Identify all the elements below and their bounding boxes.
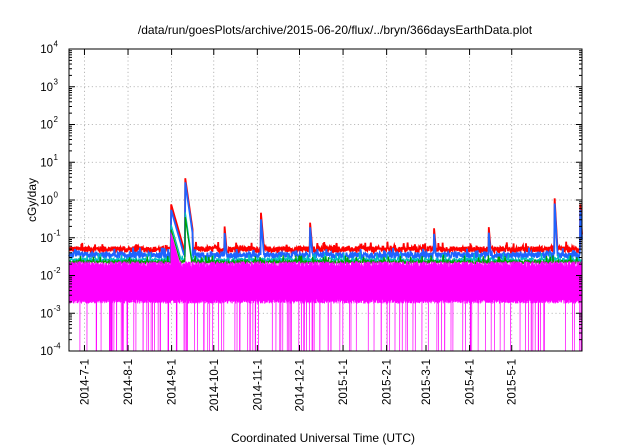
y-tick-label: 10 bbox=[40, 195, 53, 207]
x-tick-label: 2015-1-1 bbox=[338, 359, 350, 405]
y-tick-label: 10 bbox=[40, 308, 53, 320]
y-tick-exponent: 0 bbox=[54, 191, 59, 200]
y-tick-exponent: -4 bbox=[54, 342, 62, 351]
series-line-1 bbox=[68, 182, 583, 262]
x-tick-label: 2014-9-1 bbox=[167, 359, 179, 405]
x-tick-label: 2015-2-1 bbox=[382, 359, 394, 405]
y-tick-exponent: -1 bbox=[54, 228, 62, 237]
y-tick-label: 10 bbox=[40, 233, 53, 245]
y-tick-label: 10 bbox=[40, 120, 53, 132]
y-tick-exponent: 3 bbox=[54, 77, 59, 86]
y-tick-exponent: 2 bbox=[54, 115, 59, 124]
x-tick-label: 2014-8-1 bbox=[123, 359, 135, 405]
y-tick-exponent: -2 bbox=[54, 266, 62, 275]
data-series bbox=[68, 178, 583, 352]
grid-lines bbox=[69, 49, 582, 351]
series-band-4 bbox=[68, 232, 583, 352]
x-tick-label: 2014-12-1 bbox=[294, 359, 306, 411]
chart-title: /data/run/goesPlots/archive/2015-06-20/f… bbox=[138, 23, 533, 37]
x-tick-label: 2014-10-1 bbox=[209, 359, 221, 411]
y-tick-label: 10 bbox=[40, 271, 53, 283]
x-tick-label: 2014-7-1 bbox=[79, 359, 91, 405]
y-tick-label: 10 bbox=[40, 157, 53, 169]
y-tick-exponent: -3 bbox=[54, 304, 62, 313]
series-line-0 bbox=[68, 178, 583, 256]
y-tick-label: 10 bbox=[40, 346, 53, 358]
y-tick-exponent: 4 bbox=[54, 40, 59, 49]
y-axis-label: cGy/day bbox=[25, 178, 39, 222]
plot-frame bbox=[68, 48, 583, 352]
x-axis-label: Coordinated Universal Time (UTC) bbox=[231, 431, 415, 445]
x-tick-label: 2014-11-1 bbox=[252, 359, 264, 411]
x-tick-label: 2015-4-1 bbox=[465, 359, 477, 405]
y-tick-exponent: 1 bbox=[54, 153, 59, 162]
x-tick-label: 2015-5-1 bbox=[507, 359, 519, 405]
y-tick-label: 10 bbox=[40, 44, 53, 56]
y-tick-label: 10 bbox=[40, 82, 53, 94]
x-tick-label: 2015-3-1 bbox=[421, 359, 433, 405]
